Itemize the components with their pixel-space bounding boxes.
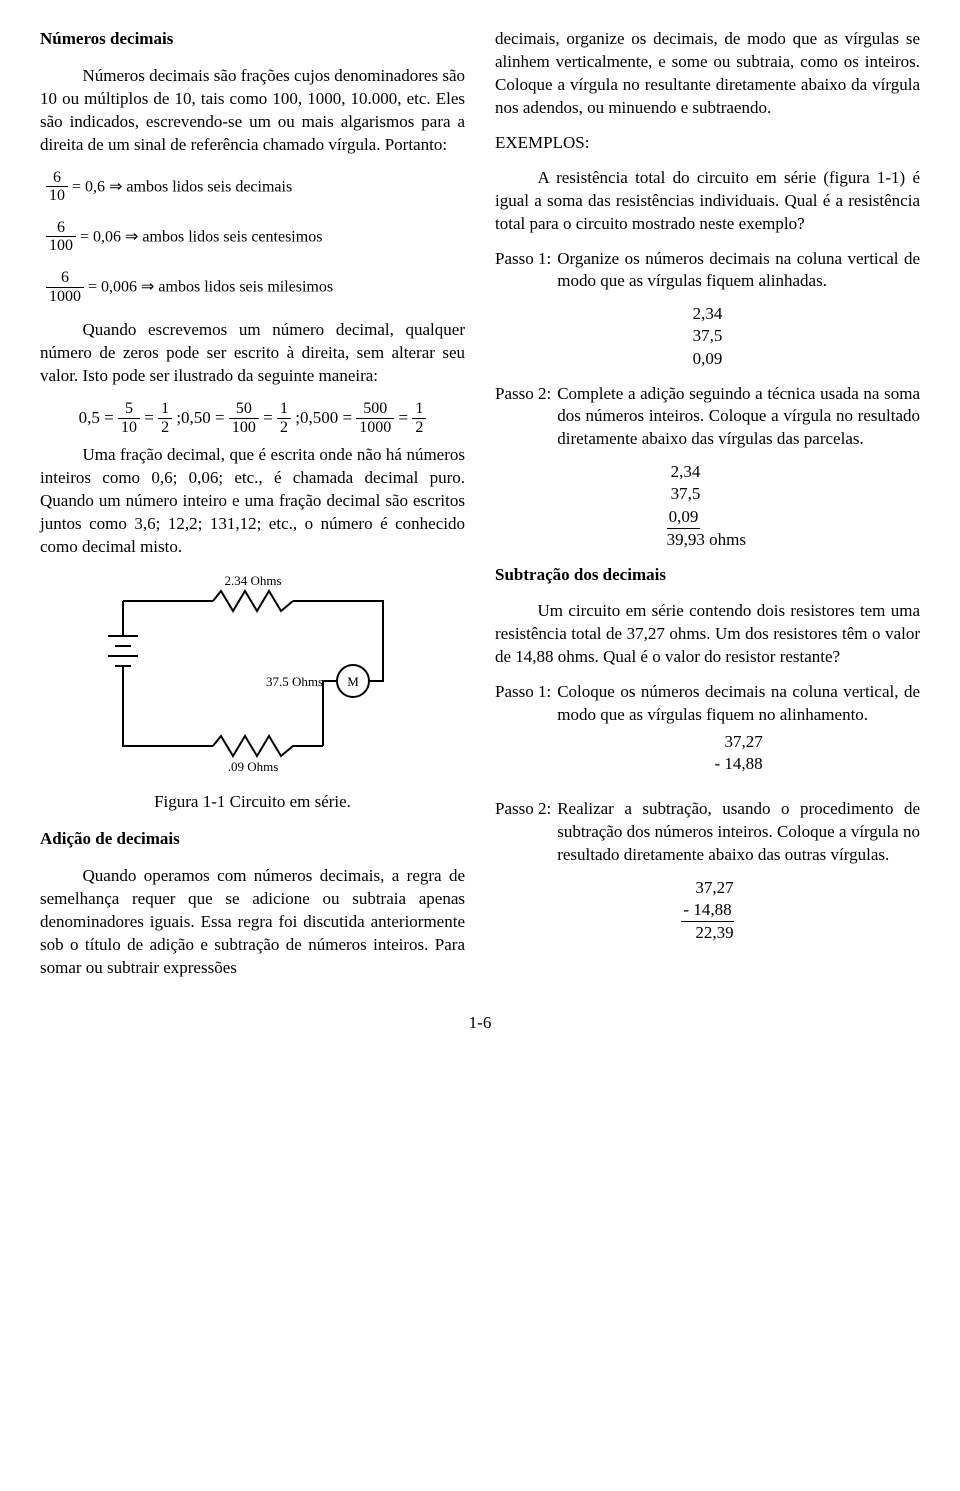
page-number: 1-6	[40, 1012, 920, 1035]
fraction-6-100: 6100 = 0,06 ⇒ ambos lidos seis centesimo…	[46, 219, 465, 255]
p-continuation: decimais, organize os decimais, de modo …	[495, 28, 920, 120]
equivalence-row: 0,5 = 510 = 12 ;0,50 = 50100 = 12 ;0,500…	[40, 400, 465, 436]
fraction-6-10: 610 = 0,6 ⇒ ambos lidos seis decimais	[46, 169, 465, 205]
figure-caption: Figura 1-1 Circuito em série.	[40, 791, 465, 814]
aligned-numbers-4: 37,27 - 14,88 22,39	[495, 877, 920, 945]
fraction-6-1000: 61000 = 0,006 ⇒ ambos lidos seis milesim…	[46, 269, 465, 305]
section-title-decimais: Números decimais	[40, 28, 465, 51]
step-2-sub: Passo 2: Realizar a subtração, usando o …	[495, 798, 920, 867]
p-zeros: Quando escrevemos um número decimal, qua…	[40, 319, 465, 388]
label-meter: M	[347, 674, 359, 689]
aligned-numbers-2: 2,34 37,5 0,09 39,93 ohms	[495, 461, 920, 551]
label-bottom-ohms: .09 Ohms	[227, 759, 278, 774]
two-column-layout: Números decimais Números decimais são fr…	[40, 28, 920, 992]
circuit-diagram: .w { stroke:#000; stroke-width:2; fill:n…	[93, 571, 413, 781]
step-2-add: Passo 2: Complete a adição seguindo a té…	[495, 383, 920, 452]
aligned-numbers-1: 2,34 37,5 0,09	[495, 303, 920, 370]
heading-exemplos: EXEMPLOS:	[495, 132, 920, 155]
label-mid-ohms: 37.5 Ohms	[265, 674, 322, 689]
p-exemplo-intro: A resistência total do circuito em série…	[495, 167, 920, 236]
p-adicao: Quando operamos com números deci­mais, a…	[40, 865, 465, 980]
label-top-ohms: 2.34 Ohms	[224, 573, 281, 588]
step-1-add: Passo 1: Organize os números decimais na…	[495, 248, 920, 294]
intro-paragraph: Números decimais são frações cujos denom…	[40, 65, 465, 157]
heading-adicao: Adição de decimais	[40, 828, 465, 851]
heading-subtracao: Subtração dos decimais	[495, 564, 920, 587]
step-1-sub: Passo 1: Coloque os números decimais na …	[495, 681, 920, 788]
p-sub-intro: Um circuito em série contendo dois resis…	[495, 600, 920, 669]
p-decimal-puro: Uma fração decimal, que é escrita onde n…	[40, 444, 465, 559]
